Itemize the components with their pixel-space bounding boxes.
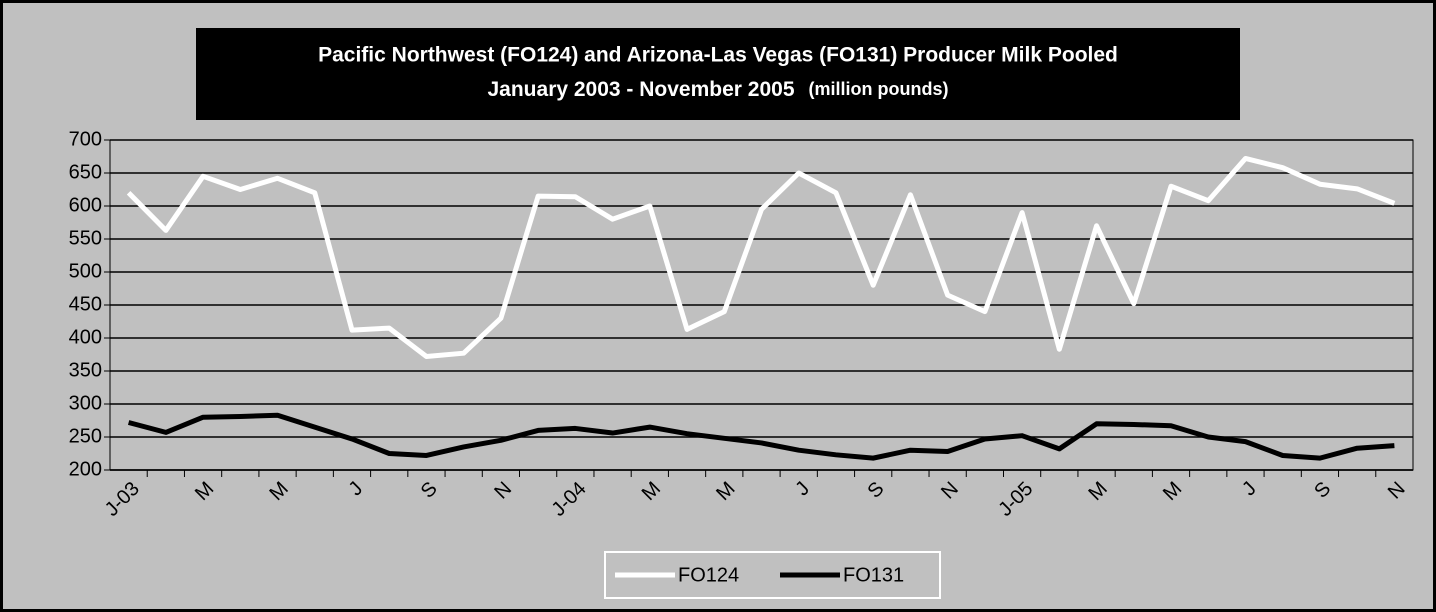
chart-title: Pacific Northwest (FO124) and Arizona-La… <box>318 44 1118 67</box>
y-tick-label: 350 <box>69 359 102 381</box>
title-box <box>196 28 1240 120</box>
chart-subtitle: January 2003 - November 2005 <box>488 78 795 101</box>
unit-note: (million pounds) <box>809 79 949 99</box>
series-line <box>126 155 1396 359</box>
y-tick-label: 450 <box>69 293 102 315</box>
y-tick-label: 700 <box>69 128 102 150</box>
legend-label: FO124 <box>678 564 739 586</box>
y-tick-label: 500 <box>69 260 102 282</box>
series-line <box>127 412 1395 461</box>
y-tick-label: 300 <box>69 392 102 414</box>
y-tick-label: 400 <box>69 326 102 348</box>
y-tick-label: 650 <box>69 161 102 183</box>
y-tick-label: 550 <box>69 227 102 249</box>
legend-label: FO131 <box>843 564 904 586</box>
y-tick-label: 200 <box>69 458 102 480</box>
y-tick-label: 600 <box>69 194 102 216</box>
y-tick-label: 250 <box>69 425 102 447</box>
chart-subtitle-line: January 2003 - November 2005 (million pou… <box>488 78 949 101</box>
